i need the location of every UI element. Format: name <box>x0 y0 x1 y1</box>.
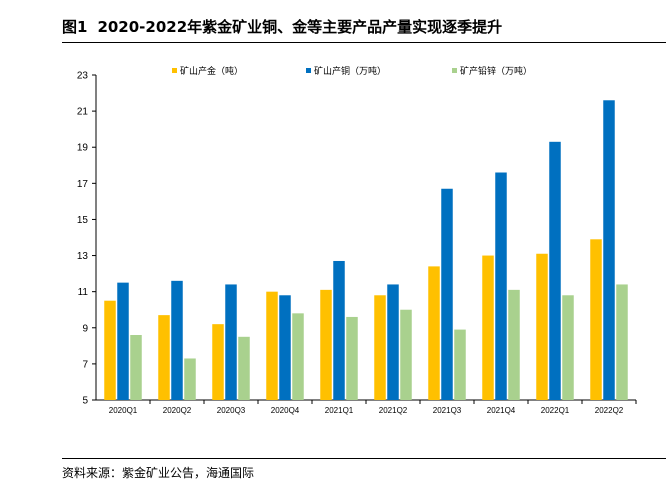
bar-1 <box>266 291 278 400</box>
bar-3 <box>238 336 250 400</box>
y-tick-label: 7 <box>82 359 88 370</box>
bar-3 <box>508 289 520 400</box>
bar-2 <box>387 284 399 400</box>
source-rule <box>62 458 666 459</box>
bar-2 <box>279 295 291 400</box>
x-tick-label: 2020Q2 <box>163 406 192 415</box>
bar-2 <box>171 280 183 400</box>
legend-label: 矿山产金（吨） <box>180 65 243 77</box>
y-tick-label: 13 <box>77 251 89 262</box>
x-tick-label: 2022Q1 <box>541 406 570 415</box>
bar-2 <box>225 284 237 400</box>
y-tick-label: 23 <box>77 71 89 82</box>
bar-1 <box>482 255 494 400</box>
x-tick-label: 2021Q3 <box>433 406 462 415</box>
bar-1 <box>590 239 602 400</box>
figure-title: 图1 2020-2022年紫金矿业铜、金等主要产品产量实现逐季提升 <box>62 16 502 37</box>
title-rule <box>62 42 666 43</box>
x-tick-label: 2022Q2 <box>595 406 624 415</box>
y-tick-label: 11 <box>78 287 89 298</box>
x-tick-label: 2021Q1 <box>325 406 354 415</box>
bar-2 <box>441 188 453 400</box>
bar-3 <box>562 295 574 400</box>
x-tick-label: 2021Q2 <box>379 406 408 415</box>
bar-3 <box>400 309 412 400</box>
legend-swatch <box>306 68 311 73</box>
figure-label: 图1 <box>62 18 88 36</box>
legend-swatch <box>172 68 177 73</box>
bar-1 <box>158 315 170 400</box>
x-tick-label: 2021Q4 <box>487 406 516 415</box>
y-tick-label: 19 <box>77 143 89 154</box>
source-note: 资料来源：紫金矿业公告，海通国际 <box>62 466 255 480</box>
bar-3 <box>130 335 142 400</box>
bar-3 <box>292 313 304 400</box>
bar-2 <box>495 172 507 400</box>
bar-1 <box>104 300 116 400</box>
y-tick-label: 21 <box>77 107 89 118</box>
bar-1 <box>320 289 332 400</box>
legend-swatch <box>452 68 457 73</box>
x-tick-label: 2020Q3 <box>217 406 246 415</box>
legend-label: 矿产铅锌（万吨） <box>460 65 532 77</box>
bar-2 <box>603 100 615 401</box>
bar-3 <box>454 329 466 400</box>
bar-1 <box>374 295 386 400</box>
bar-3 <box>616 284 628 400</box>
bar-2 <box>333 260 345 400</box>
y-tick-label: 5 <box>82 396 88 407</box>
y-tick-label: 9 <box>82 323 88 334</box>
y-tick-label: 17 <box>77 179 89 190</box>
figure-title-text: 2020-2022年紫金矿业铜、金等主要产品产量实现逐季提升 <box>97 18 503 36</box>
y-tick-label: 15 <box>77 215 89 226</box>
bar-3 <box>184 358 196 400</box>
bar-1 <box>212 324 224 400</box>
x-tick-label: 2020Q1 <box>109 406 138 415</box>
bar-3 <box>346 316 358 400</box>
bar-1 <box>428 266 440 400</box>
bar-1 <box>536 253 548 400</box>
legend-label: 矿山产铜（万吨） <box>314 65 386 77</box>
x-tick-label: 2020Q4 <box>271 406 300 415</box>
bar-2 <box>549 141 561 401</box>
bar-2 <box>117 282 129 400</box>
